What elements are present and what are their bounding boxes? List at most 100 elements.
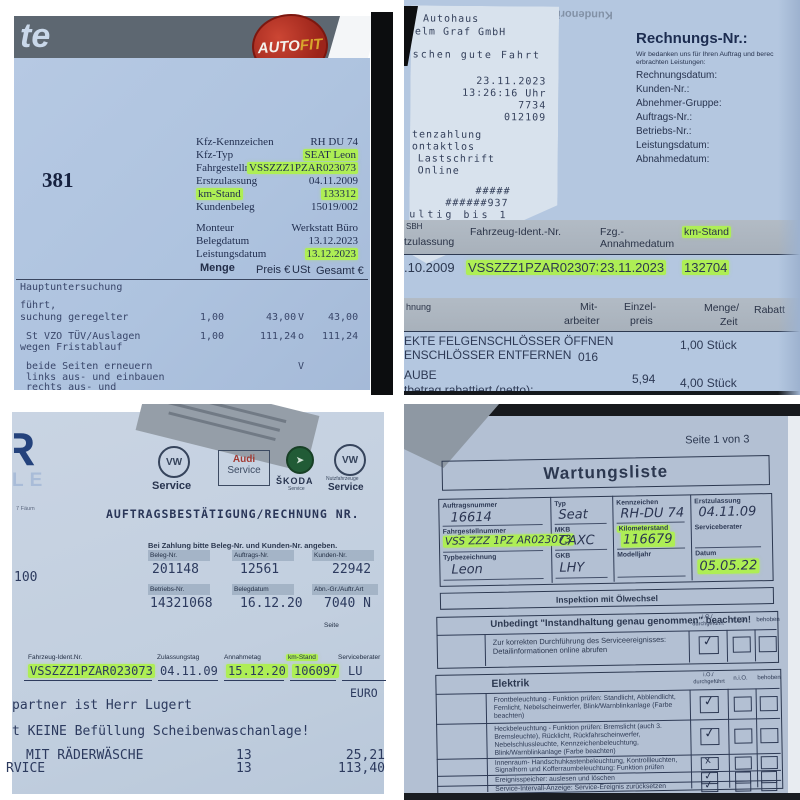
km-stand-label-highlighted: km-Stand — [196, 188, 243, 200]
vehicle-serviceberater: LU — [348, 664, 363, 678]
audi-service-label: Service — [227, 465, 261, 476]
date-handwritten-highlighted: 05.05.22 — [697, 558, 760, 575]
photo-dark-edge — [404, 404, 800, 416]
field-value: Werkstatt Büro — [291, 222, 358, 234]
ref-label: Auftrags-Nr. — [234, 552, 269, 559]
label-shade — [232, 584, 294, 595]
item-menge: 1,00 — [200, 331, 225, 342]
header-serviceberater: Serviceberater — [338, 654, 381, 661]
col-io: i.O./ — [703, 672, 714, 679]
page-label: Seite — [324, 622, 339, 629]
ref-label: Abn.-Gr./Auftr.Art — [314, 586, 364, 593]
item-text: MIT RÄDERWÄSCHE — [26, 748, 144, 763]
header-einzelpreis: preis — [630, 315, 653, 327]
photo-dark-edge — [404, 391, 800, 395]
col-nio: n.i.O. — [732, 617, 747, 624]
partial-text: hnung — [406, 302, 432, 312]
header-zulassungstag: Zulassungstag — [157, 654, 200, 661]
field-value-highlighted: SEAT Leon — [302, 149, 358, 161]
vehicle-km-highlighted: 132704 — [682, 260, 730, 275]
item-qty: 1,00 Stück — [680, 338, 737, 352]
header-einzelpreis: Einzel- — [624, 301, 657, 313]
vw-logo-icon: VW — [158, 446, 190, 478]
form-label: Datum — [695, 549, 717, 558]
item-preis: 43,00 — [266, 312, 297, 323]
table-rule — [16, 279, 368, 280]
checkbox-nio — [732, 636, 751, 653]
invoice-note: Wir bedanken uns für Ihren Auftrag und b… — [636, 51, 774, 58]
invoice-label: Rechnungsdatum: — [636, 70, 718, 81]
masthead-partial-text: te — [20, 17, 51, 55]
vehicle-annahmedatum-highlighted: 23.11.2023 — [598, 260, 667, 275]
photo-vw-order-invoice: R LE VW Service Audi Service ➤ ŠKODA Ser… — [0, 404, 393, 800]
col-header-preis: Preis € — [256, 264, 291, 276]
form-label: Auftragsnummer — [442, 501, 498, 510]
field-underline — [224, 679, 284, 681]
vin-value-highlighted: VSSZZZ1PZAR023073 — [247, 162, 358, 174]
item-ust: o — [298, 331, 305, 342]
item-gesamt: 43,00 — [328, 312, 359, 323]
invoice-label: Auftrags-Nr.: — [636, 112, 693, 123]
header-mitarbeiter: Mit- — [580, 301, 598, 313]
vw-service-label: Service — [152, 480, 192, 492]
photo-autofit-invoice: te AUTO FIT 381 Kfz-Kennzeichen RH DU 74 … — [0, 0, 393, 395]
field-value: RH DU 74 — [310, 136, 358, 148]
item-qty: 13 — [236, 761, 252, 776]
col-durchgefuehrt: durchgeführt — [693, 678, 725, 686]
ref-value: 22942 — [332, 562, 372, 577]
form-value-handwritten: RH-DU 74 — [620, 505, 685, 522]
inspection-bar-label: Inspektion mit Ölwechsel — [555, 592, 659, 605]
field-label: Kfz-Typ — [196, 149, 234, 161]
receipt-line: elm Graf GmbH — [414, 26, 507, 39]
form-value-handwritten: Seat — [558, 507, 588, 523]
ref-label: Betriebs-Nr. — [150, 586, 185, 593]
invoice-note: erbrachten Leistungen: — [636, 59, 706, 66]
ref-label: Beleg-Nr. — [150, 552, 178, 559]
item-text: AUBE — [404, 368, 437, 382]
receipt-line: 7734 — [518, 100, 547, 112]
form-value-handwritten: CAXC — [558, 533, 595, 549]
vw-letters: VW — [341, 454, 359, 466]
checkbox-behoben — [760, 755, 778, 770]
checkbox-behoben — [759, 695, 778, 712]
invoice-paper — [14, 58, 370, 390]
field-label: Leistungsdatum — [196, 248, 267, 260]
invoice-label: Abnehmer-Gruppe: — [636, 98, 722, 109]
receipt-line: tenzahlung — [411, 129, 483, 141]
header-fzg: Fzg.- — [600, 226, 624, 238]
invoice-label: Betriebs-Nr.: — [636, 126, 692, 137]
form-value-handwritten: 04.11.09 — [698, 504, 757, 521]
invoice-label: Abnahmedatum: — [636, 154, 710, 165]
item-line: beide Seiten erneuern — [26, 361, 153, 372]
inspection-bar: Inspektion mit Ölwechsel — [439, 587, 775, 610]
field-underline — [290, 679, 336, 681]
header-annahmetag: Annahmetag — [224, 654, 261, 661]
page-indicator: Seite 1 von 3 — [685, 433, 750, 447]
vehicle-vin-highlighted: VSSZZZ1PZAR023073 — [28, 664, 155, 678]
photo-dealer-invoice-receipt: Kundenoriginal Autohaus elm Graf GmbH sc… — [404, 0, 800, 395]
doc-number-partial: 381 — [42, 168, 74, 192]
col-behoben: behoben — [757, 674, 781, 682]
checkmark: ✓ — [702, 693, 716, 710]
form-value-handwritten: Leon — [451, 562, 483, 578]
vw-letters: VW — [165, 456, 183, 468]
item-text: RVICE — [6, 761, 46, 776]
vehicle-annahmetag-highlighted: 15.12.20 — [226, 664, 288, 678]
ref-value: 16.12.20 — [240, 596, 303, 611]
vin-handwritten-highlighted: VSS ZZZ 1PZ AR023073 — [442, 533, 574, 548]
field-label: Kundenbeleg — [196, 201, 255, 213]
receipt-line: schen gute Fahrt — [412, 49, 542, 62]
item-qty: 13 — [236, 748, 252, 763]
checkbox-behoben — [760, 727, 779, 744]
header-menge-zeit: Menge/ — [704, 302, 740, 314]
currency-label: EURO — [350, 686, 378, 700]
field-underline — [24, 679, 152, 681]
item-ust: V — [298, 312, 305, 323]
receipt-line: ontaktlos — [411, 141, 476, 153]
note-line: t KEINE Befüllung Scheibenwaschanlage! — [12, 724, 310, 739]
order-confirmation-title: AUFTRAGSBESTÄTIGUNG/RECHNUNG NR. — [106, 507, 360, 521]
label-shade — [312, 550, 374, 561]
km-handwritten-highlighted: 116679 — [620, 531, 675, 548]
header-vin: Fahrzeug-Ident.-Nr. — [470, 226, 562, 238]
item-line: suchung geregelter — [20, 312, 129, 323]
